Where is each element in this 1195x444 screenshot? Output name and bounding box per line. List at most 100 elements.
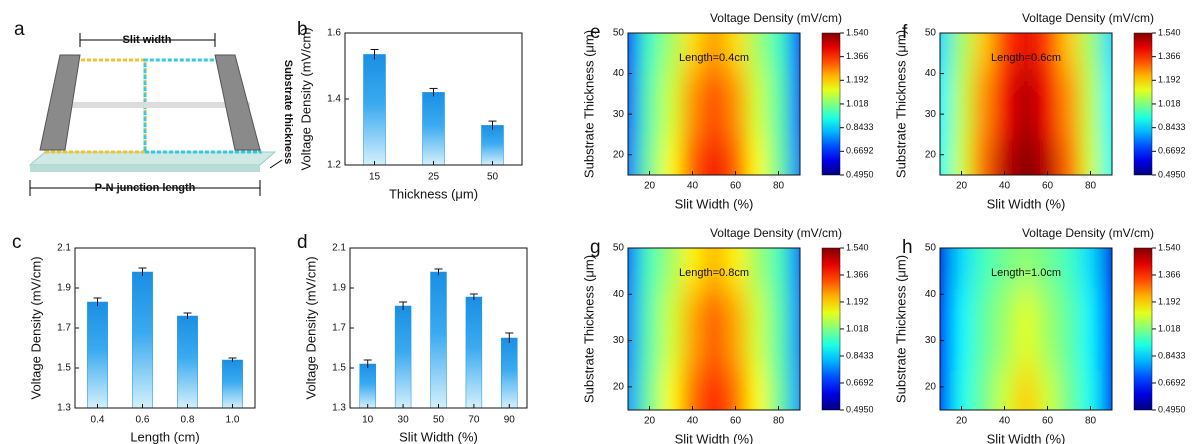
y-tick-label: 30	[613, 109, 625, 120]
y-axis-label: Substrate Thickness (μm)	[893, 255, 908, 403]
x-tick-label: 80	[773, 181, 785, 192]
x-tick-label: 40	[999, 181, 1011, 192]
heatmap-cell	[681, 68, 704, 140]
y-tick-label: 1.3	[57, 403, 71, 414]
arrow	[269, 159, 283, 169]
heatmap-cell	[972, 288, 995, 370]
heatmap-cell	[993, 139, 1016, 175]
heatmap-cell	[724, 248, 747, 289]
colorbar	[1133, 247, 1153, 411]
bar	[422, 92, 445, 166]
panel-label: h	[902, 237, 913, 258]
y-tick-label: 1.5	[57, 363, 71, 374]
heatmap-cell	[1058, 248, 1081, 289]
heatmap-cell	[681, 288, 704, 370]
bar	[394, 305, 412, 409]
x-tick-label: 15	[369, 172, 381, 183]
heatmap-cell	[1101, 33, 1112, 69]
x-axis-label: Slit Width (%)	[987, 431, 1066, 444]
plot-frame	[939, 32, 1113, 176]
schematic: a Slit width P-N junction length Substra…	[14, 19, 294, 196]
heatmap-cell	[789, 139, 800, 175]
heatmap-cell	[940, 139, 952, 175]
plot-frame	[627, 32, 801, 176]
heatmap-cell	[767, 369, 790, 410]
heatmap-cell	[993, 369, 1016, 410]
annotation: Length=0.4cm	[679, 52, 749, 64]
y-tick-label: 30	[925, 335, 937, 346]
y-tick-label: 50	[925, 243, 937, 254]
x-tick-label: 0.8	[181, 415, 195, 426]
y-tick-label: 2.1	[57, 243, 71, 254]
colorbar	[821, 247, 841, 411]
heatmap-cell	[681, 139, 704, 175]
colorbar-tick-label: 1.366	[846, 51, 869, 61]
heatmap-cell	[972, 139, 995, 175]
heatmap-cell	[950, 369, 973, 410]
heatmap-cell	[703, 248, 726, 289]
colorbar-tick-label: 0.6692	[846, 146, 874, 156]
colorbar-tick-label: 1.018	[1158, 98, 1181, 108]
y-tick-label: 1.6	[327, 28, 341, 39]
colorbar-tick-label: 0.4950	[1158, 404, 1186, 414]
heatmap-cell	[703, 288, 726, 370]
x-axis-label: Slit Width (%)	[675, 196, 754, 211]
heatmap-cell	[1036, 288, 1059, 370]
x-tick-label: 70	[468, 415, 480, 426]
bar	[222, 359, 243, 409]
x-tick-label: 30	[398, 415, 410, 426]
x-tick-label: 60	[1042, 416, 1054, 427]
heatmap-cell	[940, 68, 952, 140]
y-tick-label: 20	[925, 149, 937, 160]
heatmap-cell	[638, 248, 661, 289]
colorbar-title: Voltage Density (mV/cm)	[710, 226, 842, 240]
x-tick-label: 20	[644, 416, 656, 427]
heatmap-cell	[1101, 369, 1112, 410]
heatmap-cell	[789, 369, 800, 410]
y-tick-label: 1.3	[332, 403, 346, 414]
x-tick-label: 20	[956, 416, 968, 427]
colorbar-title: Voltage Density (mV/cm)	[1022, 226, 1154, 240]
heatmap-cell	[950, 33, 973, 69]
y-axis-label: Voltage Density (mV/cm)	[28, 256, 43, 399]
colorbar-tick-label: 0.6692	[846, 377, 874, 387]
colorbar-tick-label: 1.192	[846, 75, 869, 85]
heatmap-cell	[724, 68, 747, 140]
heatmap-cell	[660, 33, 683, 69]
colorbar-tick-label: 0.6692	[1158, 377, 1186, 387]
y-tick-label: 40	[613, 289, 625, 300]
heatmap-cell	[1058, 68, 1081, 140]
heatmap-cells	[940, 33, 1112, 175]
colorbar-tick-label: 1.192	[1158, 296, 1181, 306]
heatmap-cell	[789, 248, 800, 289]
colorbar	[1133, 32, 1153, 176]
colorbar-tick-label: 0.8433	[846, 122, 874, 132]
heatmap-cell	[1036, 248, 1059, 289]
heatmap-cell	[681, 33, 704, 69]
x-tick-label: 25	[428, 172, 440, 183]
heatmap-cell	[1079, 33, 1102, 69]
heatmap-cell	[628, 68, 640, 140]
colorbar-tick-label: 1.192	[846, 296, 869, 306]
heatmap-cell	[746, 248, 769, 289]
colorbar-tick-label: 1.540	[1158, 242, 1181, 252]
heatmap-cell	[1079, 139, 1102, 175]
x-tick-label: 40	[687, 416, 699, 427]
y-tick-label: 1.5	[332, 363, 346, 374]
y-tick-label: 50	[925, 28, 937, 39]
x-tick-label: 0.4	[91, 415, 105, 426]
y-axis-label: Substrate Thickness (μm)	[893, 30, 908, 178]
y-axis-label: Voltage Density (mV/cm)	[298, 27, 313, 170]
heatmap-cell	[950, 139, 973, 175]
y-tick-label: 1.7	[57, 323, 71, 334]
heatmap-cell	[703, 139, 726, 175]
x-axis-label: Slit Width (%)	[987, 196, 1066, 211]
heatmap-cell	[638, 33, 661, 69]
substrate-edge	[30, 165, 260, 172]
colorbar-tick-label: 1.018	[846, 323, 869, 333]
colorbar-tick-label: 1.018	[1158, 323, 1181, 333]
colorbar-tick-label: 0.8433	[846, 350, 874, 360]
heatmap-cell	[1036, 369, 1059, 410]
panel-label: b	[297, 19, 308, 40]
colorbar-tick-label: 0.4950	[846, 404, 874, 414]
